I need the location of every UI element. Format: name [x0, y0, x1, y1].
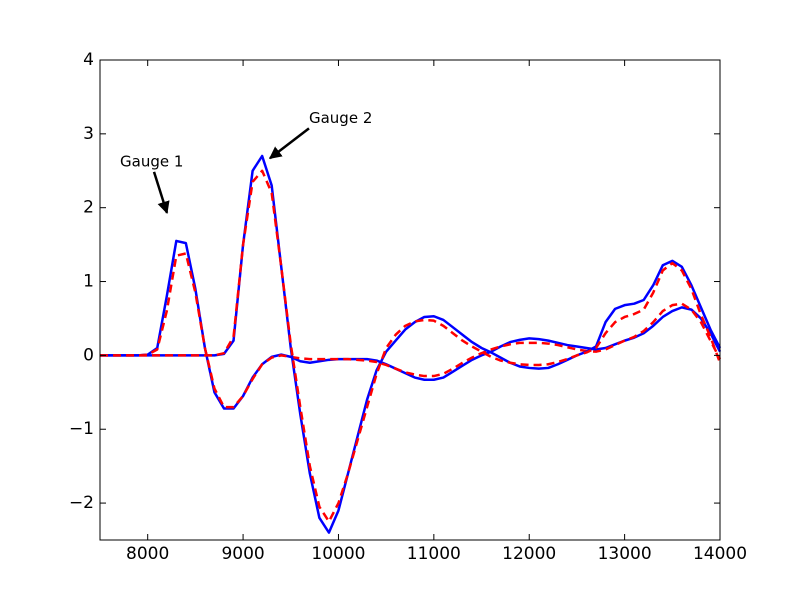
annotation-arrow [152, 171, 170, 215]
y-tick-label: −2 [69, 493, 94, 513]
x-tick-label: 11000 [407, 544, 461, 564]
data-line [100, 252, 722, 409]
x-tick-label: 8000 [126, 544, 169, 564]
x-tick-label: 13000 [598, 544, 652, 564]
data-line [100, 154, 722, 534]
y-tick-label: 4 [83, 50, 94, 70]
annotation: Gauge 1 [120, 152, 183, 170]
y-tick-label: −1 [69, 419, 94, 439]
y-tick-label: 1 [83, 272, 94, 292]
y-tick-label: 3 [83, 124, 94, 144]
plot-area [100, 154, 722, 534]
x-tick-label: 10000 [311, 544, 365, 564]
x-tick-label: 14000 [693, 544, 747, 564]
x-tick-label: 12000 [502, 544, 556, 564]
data-line [100, 169, 722, 523]
axes-frame [99, 59, 721, 541]
y-tick-label: 0 [83, 345, 94, 365]
y-tick-label: 2 [83, 198, 94, 218]
annotation: Gauge 2 [309, 109, 372, 127]
x-tick-label: 9000 [221, 544, 264, 564]
annotation-arrow [268, 127, 310, 160]
